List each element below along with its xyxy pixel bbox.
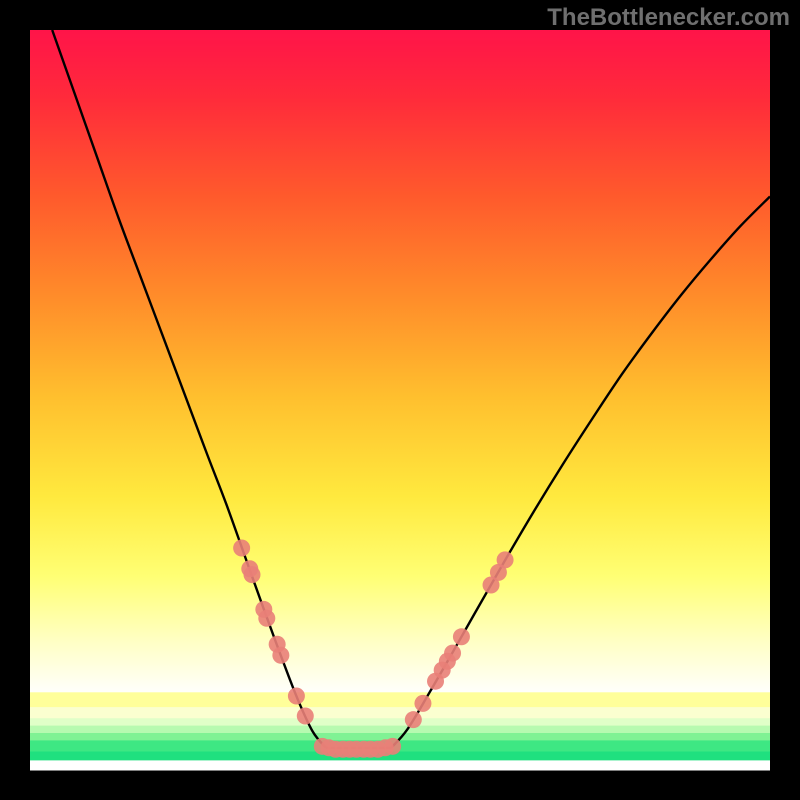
marker-right-0 — [405, 711, 422, 728]
marker-left-8 — [297, 707, 314, 724]
plot-svg — [0, 0, 800, 800]
bottom-band-0 — [30, 692, 770, 707]
marker-left-2 — [244, 566, 261, 583]
marker-right-9 — [497, 551, 514, 568]
bottom-band-2 — [30, 718, 770, 726]
marker-left-6 — [272, 647, 289, 664]
bottom-band-3 — [30, 726, 770, 734]
watermark-text: TheBottlenecker.com — [547, 4, 790, 32]
marker-left-4 — [258, 610, 275, 627]
bottom-band-7 — [30, 760, 770, 770]
marker-right-1 — [414, 695, 431, 712]
marker-bottom-10 — [384, 738, 401, 755]
marker-right-6 — [453, 628, 470, 645]
bottom-band-6 — [30, 752, 770, 761]
bottom-band-1 — [30, 707, 770, 719]
plot-gradient-background — [30, 30, 770, 696]
marker-left-0 — [233, 540, 250, 557]
marker-left-7 — [288, 688, 305, 705]
marker-right-5 — [444, 645, 461, 662]
chart-container: TheBottlenecker.com — [0, 0, 800, 800]
